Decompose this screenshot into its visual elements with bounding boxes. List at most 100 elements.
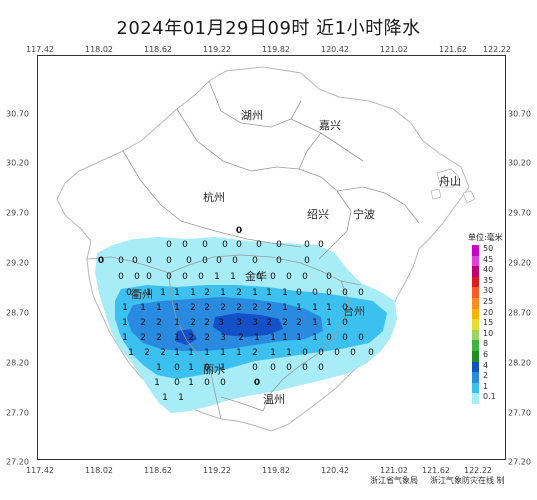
station-value: 2 <box>220 303 226 313</box>
lon-tick-top: 121.62 <box>439 45 467 54</box>
legend-swatch <box>472 340 479 351</box>
station-value: 2 <box>282 318 288 328</box>
lat-tick-left: 30.20 <box>6 158 29 168</box>
legend-swatch <box>472 287 479 298</box>
station-value: 0 <box>202 240 208 250</box>
station-value: 0 <box>358 288 364 298</box>
station-value: 0 <box>312 288 318 298</box>
station-value: 1 <box>282 288 288 298</box>
station-value: 0 <box>276 256 282 266</box>
map-title: 2024年01月29日09时 近1小时降水 <box>116 18 421 39</box>
station-values: 00 0 0 0 0 0 0 0 00 0 0 0 0 0 0 0 0 0 0 00 0 0 0 0 0 1 1 0 0 0 0 00 1 1 1 1… <box>98 226 374 403</box>
prefecture-boundaries <box>86 80 420 420</box>
legend-item: 40 <box>472 265 522 277</box>
legend-item: 6 <box>472 350 522 362</box>
legend-swatch <box>472 276 479 288</box>
station-value: 0 <box>204 363 210 373</box>
lat-tick-right: 27.70 <box>508 408 531 418</box>
station-value: 2 <box>156 318 162 328</box>
legend-item: 35 <box>472 275 522 288</box>
lon-tick-bottom: 120.42 <box>321 466 349 475</box>
station-value: 1 <box>162 393 168 403</box>
station-value: 2 <box>204 288 210 298</box>
legend-swatch <box>472 361 479 373</box>
station-value: 1 <box>282 303 288 313</box>
legend-swatch <box>472 319 479 330</box>
legend-swatch <box>472 297 479 309</box>
lon-tick-top: 118.62 <box>144 45 172 54</box>
lat-tick-right: 28.70 <box>508 308 531 318</box>
lat-tick-left: 29.70 <box>6 208 29 218</box>
station-value: 0 <box>358 333 364 343</box>
station-value: 1 <box>266 288 272 298</box>
station-value: 1 <box>230 272 236 282</box>
station-value: 2 <box>156 333 162 343</box>
station-value: 0 <box>186 256 192 266</box>
legend-swatch <box>472 350 479 362</box>
legend-swatch <box>472 245 479 256</box>
credit-agency: 浙江省气象局 <box>370 476 418 485</box>
lon-tick-bottom: 121.02 <box>380 466 408 475</box>
station-value: 0 <box>276 240 282 250</box>
station-value: 1 <box>326 318 332 328</box>
city-label-huzhou: 湖州 <box>241 109 263 122</box>
station-value: 0 <box>236 226 242 236</box>
lon-tick-top: 118.02 <box>85 45 113 54</box>
station-value: 3 <box>218 318 224 328</box>
station-value: 0 <box>350 348 356 358</box>
legend-label: 35 <box>483 275 494 285</box>
station-value: 0 <box>222 240 228 250</box>
legend-item: 45 <box>472 255 522 267</box>
station-value: 0 <box>342 303 348 313</box>
lat-tick-right: 27.20 <box>508 457 531 467</box>
station-value: 0 <box>146 256 152 266</box>
station-value: 0 <box>270 272 276 282</box>
station-value: 1 <box>204 348 210 358</box>
station-value: 0 <box>342 288 348 298</box>
station-value: 1 <box>122 333 128 343</box>
station-value: 2 <box>296 318 302 328</box>
station-value: 1 <box>174 303 180 313</box>
station-value: 2 <box>252 348 258 358</box>
legend-item: 50 <box>472 244 522 256</box>
station-value: 1 <box>326 303 332 313</box>
station-value: 0 <box>326 333 332 343</box>
legend-swatch <box>472 329 479 341</box>
station-value: 0 <box>254 378 260 388</box>
station-value: 1 <box>178 393 184 403</box>
legend-swatch <box>472 393 479 404</box>
lon-tick-top: 121.02 <box>380 45 408 54</box>
station-value: 0 <box>302 363 308 373</box>
legend-label: 4 <box>483 360 489 370</box>
legend-item: 0.1 <box>472 392 522 404</box>
station-value: 2 <box>188 333 194 343</box>
station-value: 1 <box>160 288 166 298</box>
station-value: 0 <box>126 288 132 298</box>
lat-tick-right: 30.70 <box>508 109 531 119</box>
map-canvas: 湖州 嘉兴 杭州 绍兴 宁波 舟山 金华 衢州 台州 丽水 温州 00 0 0 0 0 0… <box>56 66 476 432</box>
station-value: 0 <box>256 272 262 282</box>
legend: 单位:毫米 50 45 40 35 30 25 20 15 10 8 6 4 2 1 0.1 <box>468 232 522 404</box>
station-value: 0 <box>216 256 222 266</box>
station-value: 1 <box>188 378 194 388</box>
station-value: 0 <box>256 240 262 250</box>
lon-tick-bottom: 118.02 <box>85 466 113 475</box>
station-value: 1 <box>270 348 276 358</box>
legend-swatch <box>472 372 479 383</box>
station-value: 1 <box>312 318 318 328</box>
city-label-jinhua: 金华 <box>245 269 267 283</box>
station-value: 0 <box>118 256 124 266</box>
station-value: 0 <box>98 256 104 266</box>
legend-item: 20 <box>472 307 522 320</box>
station-value: 0 <box>166 272 172 282</box>
legend-label: 8 <box>483 339 489 349</box>
station-value: 1 <box>174 333 180 343</box>
station-value: 0 <box>286 363 292 373</box>
lon-tick-bottom: 118.62 <box>144 466 172 475</box>
station-value: 1 <box>270 333 276 343</box>
legend-label: 2 <box>483 371 489 381</box>
station-value: 1 <box>214 272 220 282</box>
legend-label: 20 <box>483 307 494 317</box>
station-value: 1 <box>156 363 162 373</box>
